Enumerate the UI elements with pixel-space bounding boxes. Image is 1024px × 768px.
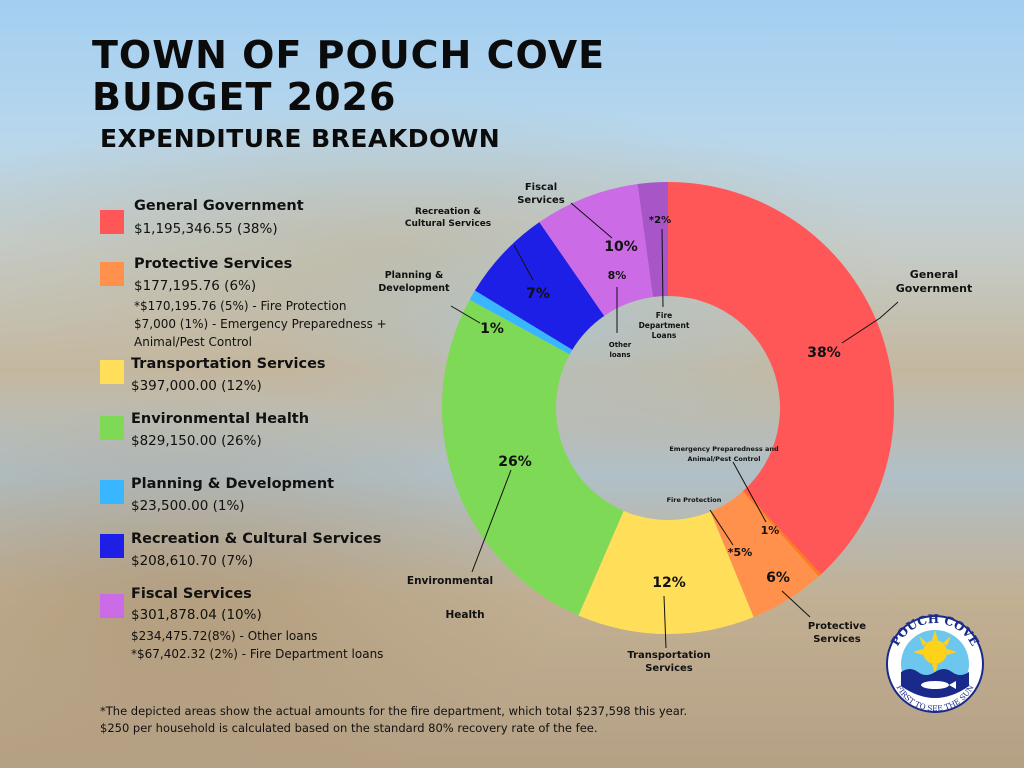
legend-label-protective-services: Protective Services (134, 256, 293, 272)
leader-transportation-services (663, 595, 667, 649)
callout-general-government: General Government (896, 268, 972, 295)
legend-swatch-fiscal-services (100, 594, 124, 618)
legend-note-fire-protection: *$170,195.76 (5%) - Fire Protection (134, 299, 347, 313)
legend-label-fiscal-services: Fiscal Services (131, 586, 252, 602)
legend-swatch-protective-services (100, 262, 124, 286)
pct-label-environmental-health: 26% (498, 454, 532, 470)
leader-emergency-animal-pest (732, 461, 767, 523)
pct-label-recreation-cultural-services: 7% (526, 286, 550, 302)
legend-swatch-environmental-health (100, 416, 124, 440)
pct-label-protective-services: 6% (766, 570, 790, 586)
legend-amount-protective-services: $177,195.76 (6%) (134, 278, 257, 294)
legend-swatch-planning-development (100, 480, 124, 504)
leader-fire-protection (709, 509, 734, 546)
page-subtitle: EXPENDITURE BREAKDOWN (100, 124, 501, 153)
callout-health: Health (445, 609, 484, 621)
legend-label-environmental-health: Environmental Health (131, 411, 310, 427)
legend-swatch-transportation-services (100, 360, 124, 384)
callout-fire-department-loans: Fire Department Loans (639, 311, 690, 340)
slice-recreation-cultural-services (474, 222, 605, 350)
callout-transportation-services: Transportation Services (627, 650, 710, 674)
callout-emergency-animal-pest: Emergency Preparedness and Animal/Pest Co… (669, 445, 779, 463)
pct-label-fiscal-services: 10% (604, 239, 638, 255)
legend-amount-general-government: $1,195,346.55 (38%) (134, 221, 278, 237)
legend-amount-recreation-cultural: $208,610.70 (7%) (131, 553, 254, 569)
page-title: TOWN OF POUCH COVE BUDGET 2026 (92, 34, 605, 118)
leader-protective-services (781, 590, 811, 618)
legend-note-animal-pest: Animal/Pest Control (134, 335, 252, 349)
legend-note-other-loans: $234,475.72(8%) - Other loans (131, 629, 318, 643)
callout-recreation-cultural: Recreation & Cultural Services (405, 207, 491, 229)
title-line-1: TOWN OF POUCH COVE (92, 33, 606, 77)
slice-planning-development (469, 290, 573, 355)
callout-planning-development: Planning & Development (378, 270, 450, 294)
legend-label-general-government: General Government (134, 198, 304, 214)
pouch-cove-logo: POUCH COVE FIRST TO SEE THE SUN (886, 612, 984, 713)
slice-fire-department-loans (637, 182, 668, 298)
callout-fiscal-services: Fiscal Services (517, 182, 565, 206)
legend-note-fire-department-loans: *$67,402.32 (2%) - Fire Department loans (131, 647, 384, 661)
legend-amount-planning-development: $23,500.00 (1%) (131, 498, 245, 514)
callout-environmental: Environmental (407, 575, 493, 587)
leader-fire-department-loans (661, 228, 664, 308)
pct-label-emergency-preparedness-and-animal-pest-control: 1% (761, 524, 780, 537)
slice-emergency-preparedness-and-animal-pest-control (742, 490, 822, 577)
legend-swatch-recreation-cultural (100, 534, 124, 558)
slice-other-loans (539, 184, 653, 316)
leader-general-government (841, 301, 899, 344)
pct-label-fire-department-loans: *2% (649, 215, 671, 226)
slice-environmental-health (442, 299, 624, 616)
callout-fire-protection: Fire Protection (667, 496, 722, 504)
pct-label-transportation-services: 12% (652, 575, 686, 591)
legend-label-transportation-services: Transportation Services (131, 356, 326, 372)
legend-amount-fiscal-services: $301,878.04 (10%) (131, 607, 262, 623)
pct-label-other-loans: 8% (608, 269, 627, 282)
legend-note-emergency: $7,000 (1%) - Emergency Preparedness + (134, 317, 387, 331)
legend-swatch-general-government (100, 210, 124, 234)
title-line-2: BUDGET 2026 (92, 75, 397, 119)
callout-other-loans: Other loans (609, 341, 632, 359)
pct-label-fire-protection: *5% (728, 546, 752, 559)
legend-label-recreation-cultural: Recreation & Cultural Services (131, 531, 382, 547)
leader-environmental-health (471, 469, 512, 573)
leader-fiscal-services (570, 202, 613, 239)
legend-amount-environmental-health: $829,150.00 (26%) (131, 433, 262, 449)
pct-label-planning-development: 1% (480, 321, 504, 337)
leader-planning-development (450, 305, 481, 324)
slice-transportation-services (578, 510, 754, 634)
slice-fire-protection (710, 491, 819, 618)
callout-protective-services: Protective Services (808, 621, 866, 645)
slice-general-government (668, 182, 894, 575)
leader-recreation-cultural (513, 244, 534, 281)
legend-amount-transportation-services: $397,000.00 (12%) (131, 378, 262, 394)
legend-label-planning-development: Planning & Development (131, 476, 335, 492)
footnote: *The depicted areas show the actual amou… (100, 704, 688, 735)
pct-label-general-government: 38% (807, 345, 841, 361)
